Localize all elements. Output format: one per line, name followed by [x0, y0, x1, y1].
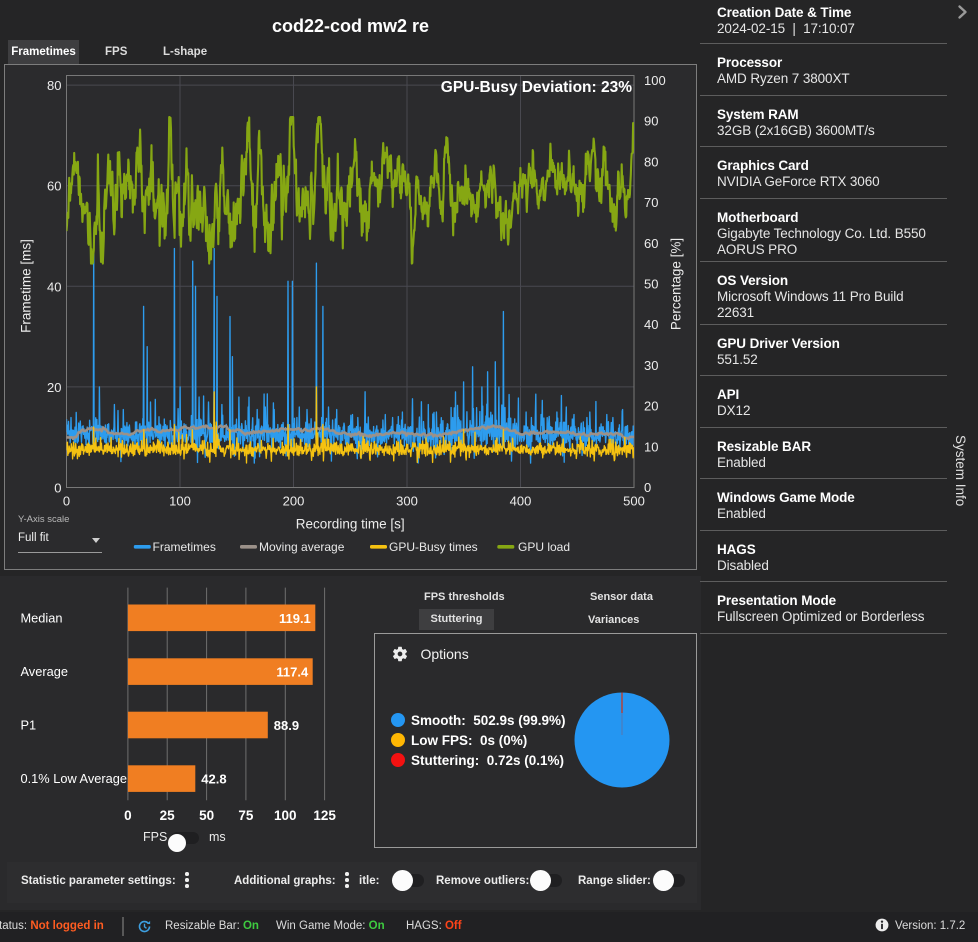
- svg-text:80: 80: [644, 154, 658, 169]
- svg-text:P1: P1: [21, 718, 37, 733]
- svg-text:500: 500: [623, 494, 645, 509]
- svg-text:Moving average: Moving average: [259, 540, 345, 554]
- svg-text:10: 10: [644, 439, 658, 454]
- svg-text:100: 100: [644, 73, 666, 88]
- svg-text:Median: Median: [21, 610, 63, 625]
- svg-text:90: 90: [644, 114, 658, 129]
- svg-text:80: 80: [47, 78, 61, 93]
- svg-text:30: 30: [644, 358, 658, 373]
- svg-text:Frametimes: Frametimes: [153, 540, 216, 554]
- svg-text:40: 40: [644, 317, 658, 332]
- svg-text:100: 100: [274, 808, 297, 823]
- svg-text:0: 0: [54, 481, 61, 496]
- svg-text:50: 50: [644, 277, 658, 292]
- svg-text:50: 50: [199, 808, 214, 823]
- svg-text:Recording time [s]: Recording time [s]: [296, 517, 405, 532]
- svg-text:40: 40: [47, 279, 61, 294]
- svg-text:400: 400: [510, 494, 532, 509]
- svg-text:70: 70: [644, 195, 658, 210]
- svg-text:25: 25: [160, 808, 176, 823]
- svg-text:20: 20: [644, 399, 658, 414]
- svg-text:100: 100: [169, 494, 191, 509]
- svg-text:88.9: 88.9: [274, 718, 299, 733]
- svg-text:20: 20: [47, 380, 61, 395]
- svg-text:Average: Average: [21, 664, 68, 679]
- svg-text:0: 0: [124, 808, 132, 823]
- svg-text:GPU load: GPU load: [518, 540, 570, 554]
- svg-text:0: 0: [63, 494, 70, 509]
- svg-text:Percentage [%]: Percentage [%]: [669, 238, 684, 330]
- svg-text:75: 75: [238, 808, 254, 823]
- svg-text:200: 200: [283, 494, 305, 509]
- svg-text:0.1% Low Average: 0.1% Low Average: [21, 771, 127, 786]
- svg-text:GPU-Busy times: GPU-Busy times: [389, 540, 478, 554]
- svg-text:60: 60: [47, 179, 61, 194]
- svg-text:42.8: 42.8: [201, 772, 226, 787]
- svg-text:117.4: 117.4: [276, 665, 309, 680]
- svg-text:0: 0: [644, 480, 651, 495]
- svg-text:125: 125: [313, 808, 336, 823]
- svg-text:300: 300: [396, 494, 418, 509]
- svg-text:GPU-Busy Deviation: 23%: GPU-Busy Deviation: 23%: [441, 79, 632, 96]
- svg-text:60: 60: [644, 236, 658, 251]
- svg-text:119.1: 119.1: [279, 611, 311, 626]
- svg-text:Frametime [ms]: Frametime [ms]: [19, 239, 34, 333]
